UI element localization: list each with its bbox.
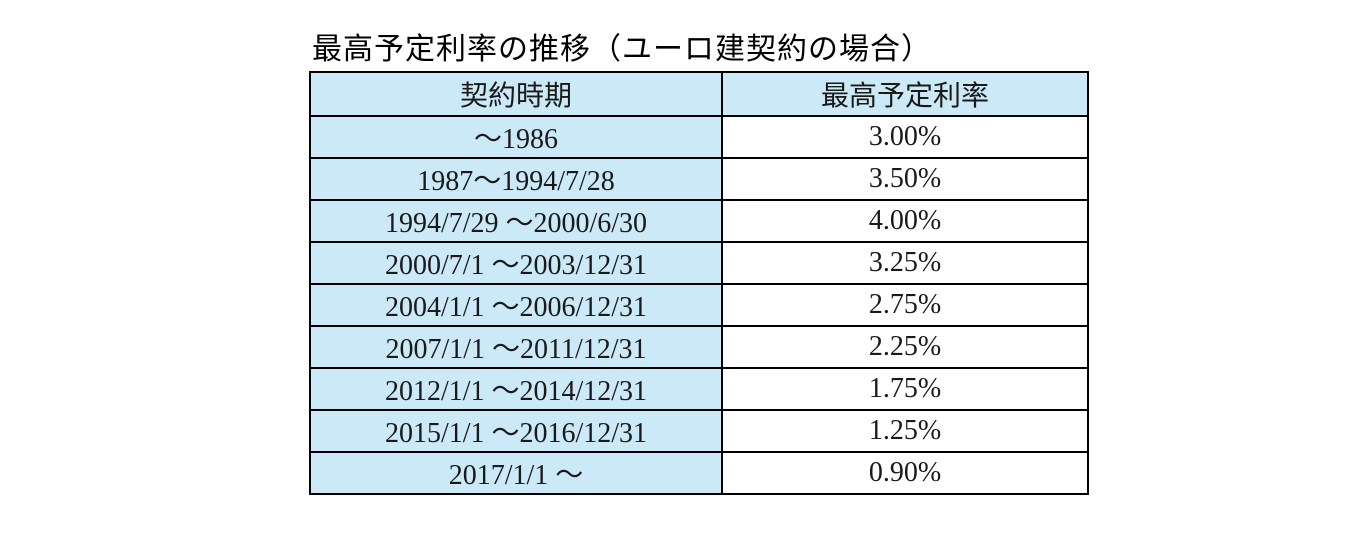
table-title: 最高予定利率の推移（ユーロ建契約の場合） <box>312 32 932 67</box>
rate-cell: 1.75% <box>721 367 1089 411</box>
table-row: ～1986 3.00% <box>309 115 1089 159</box>
contract-period-cell: 1994/7/29 ～2000/6/30 <box>309 199 723 243</box>
table-row: 1987～1994/7/28 3.50% <box>309 157 1089 201</box>
table-row: 2007/1/1 ～2011/12/31 2.25% <box>309 325 1089 369</box>
table-header-row: 契約時期 最高予定利率 <box>309 71 1089 117</box>
contract-period-cell: 2000/7/1 ～2003/12/31 <box>309 241 723 285</box>
contract-period-cell: 2007/1/1 ～2011/12/31 <box>309 325 723 369</box>
rate-cell: 3.25% <box>721 241 1089 285</box>
contract-period-cell: 2017/1/1 ～ <box>309 451 723 495</box>
table-row: 2000/7/1 ～2003/12/31 3.25% <box>309 241 1089 285</box>
interest-rate-table: 契約時期 最高予定利率 ～1986 3.00% 1987～1994/7/28 3… <box>309 71 1089 495</box>
table-row: 2004/1/1 ～2006/12/31 2.75% <box>309 283 1089 327</box>
header-contract-period: 契約時期 <box>309 71 723 117</box>
contract-period-cell: 2015/1/1 ～2016/12/31 <box>309 409 723 453</box>
rate-cell: 0.90% <box>721 451 1089 495</box>
table-row: 1994/7/29 ～2000/6/30 4.00% <box>309 199 1089 243</box>
rate-cell: 2.25% <box>721 325 1089 369</box>
contract-period-cell: ～1986 <box>309 115 723 159</box>
table-row: 2017/1/1 ～ 0.90% <box>309 451 1089 495</box>
rate-cell: 3.00% <box>721 115 1089 159</box>
header-max-assumed-rate: 最高予定利率 <box>721 71 1089 117</box>
rate-cell: 3.50% <box>721 157 1089 201</box>
rate-cell: 2.75% <box>721 283 1089 327</box>
table-row: 2012/1/1 ～2014/12/31 1.75% <box>309 367 1089 411</box>
contract-period-cell: 2004/1/1 ～2006/12/31 <box>309 283 723 327</box>
table-row: 2015/1/1 ～2016/12/31 1.25% <box>309 409 1089 453</box>
rate-cell: 1.25% <box>721 409 1089 453</box>
contract-period-cell: 1987～1994/7/28 <box>309 157 723 201</box>
rate-cell: 4.00% <box>721 199 1089 243</box>
contract-period-cell: 2012/1/1 ～2014/12/31 <box>309 367 723 411</box>
